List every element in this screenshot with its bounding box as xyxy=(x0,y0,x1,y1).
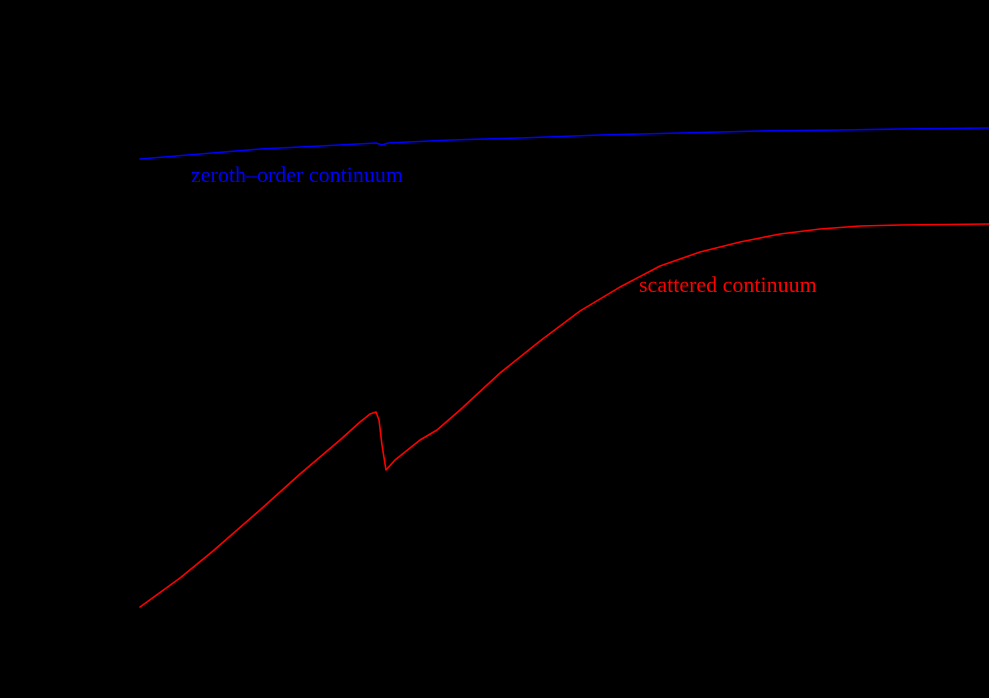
zeroth-order-continuum-line xyxy=(139,127,989,160)
scattered-continuum-label: scattered continuum xyxy=(639,272,817,297)
zeroth-order-continuum-label: zeroth–order continuum xyxy=(191,162,403,187)
scattered-continuum-line xyxy=(139,223,989,608)
